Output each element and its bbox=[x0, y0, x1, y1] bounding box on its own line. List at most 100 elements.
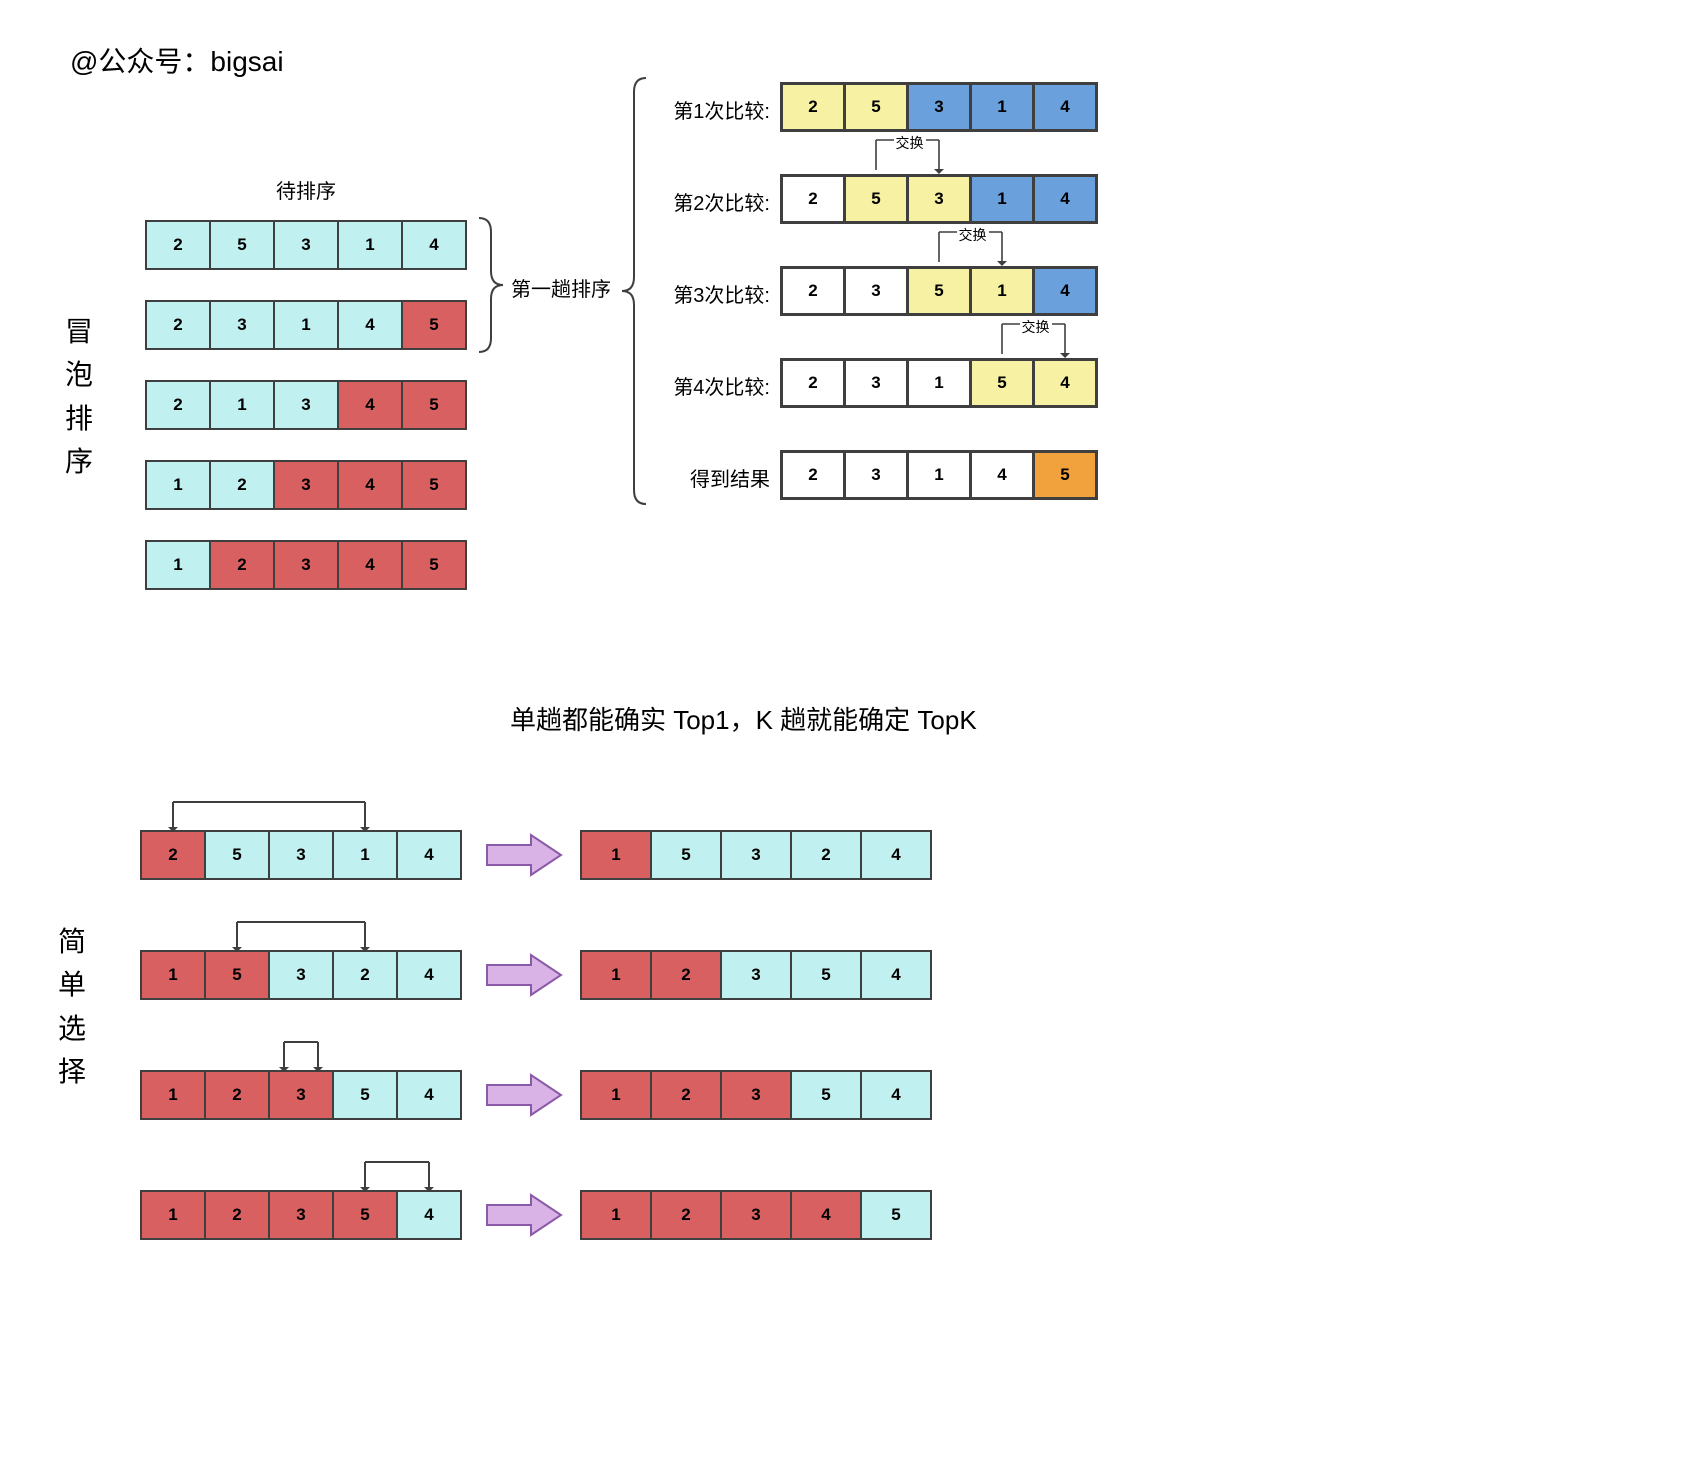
array-cell: 3 bbox=[720, 1190, 792, 1240]
array-cell: 5 bbox=[401, 380, 467, 430]
attribution: @公众号：bigsai bbox=[70, 40, 284, 80]
compare-label: 第3次比较: bbox=[660, 279, 770, 308]
array-cell: 2 bbox=[204, 1190, 270, 1240]
array-cell: 2 bbox=[780, 174, 846, 224]
array-cell: 3 bbox=[273, 460, 339, 510]
bubble-row: 12345 bbox=[145, 540, 467, 590]
select-swap-bracket bbox=[274, 1038, 328, 1074]
array-cell: 3 bbox=[720, 1070, 792, 1120]
step-arrow-icon bbox=[485, 833, 565, 877]
array-cell: 3 bbox=[268, 1190, 334, 1240]
array-cell: 5 bbox=[332, 1190, 398, 1240]
array-cell: 3 bbox=[268, 830, 334, 880]
array-cell: 2 bbox=[209, 460, 275, 510]
select-left-row: 12354 bbox=[140, 1070, 462, 1120]
select-left-row: 25314 bbox=[140, 830, 462, 880]
select-right-row: 12354 bbox=[580, 950, 932, 1000]
array-cell: 1 bbox=[273, 300, 339, 350]
array-cell: 5 bbox=[843, 174, 909, 224]
array-cell: 5 bbox=[906, 266, 972, 316]
array-cell: 2 bbox=[204, 1070, 270, 1120]
array-cell: 2 bbox=[780, 450, 846, 500]
compare-label: 第2次比较: bbox=[660, 187, 770, 216]
bubble-sort-title: 冒泡排序 bbox=[65, 310, 93, 484]
array-cell: 5 bbox=[401, 300, 467, 350]
array-cell: 1 bbox=[145, 540, 211, 590]
bubble-row: 21345 bbox=[145, 380, 467, 430]
array-cell: 4 bbox=[337, 380, 403, 430]
array-cell: 3 bbox=[843, 450, 909, 500]
array-cell: 4 bbox=[396, 830, 462, 880]
array-cell: 4 bbox=[969, 450, 1035, 500]
array-cell: 4 bbox=[860, 830, 932, 880]
array-cell: 5 bbox=[209, 220, 275, 270]
array-cell: 5 bbox=[860, 1190, 932, 1240]
array-cell: 1 bbox=[337, 220, 403, 270]
array-cell: 3 bbox=[843, 266, 909, 316]
array-cell: 4 bbox=[1032, 266, 1098, 316]
array-cell: 4 bbox=[337, 460, 403, 510]
compare-label: 得到结果 bbox=[660, 463, 770, 492]
array-cell: 1 bbox=[969, 266, 1035, 316]
array-cell: 1 bbox=[332, 830, 398, 880]
array-cell: 1 bbox=[140, 1070, 206, 1120]
select-right-row: 12354 bbox=[580, 1070, 932, 1120]
array-cell: 4 bbox=[860, 1070, 932, 1120]
array-cell: 5 bbox=[204, 950, 270, 1000]
array-cell: 3 bbox=[720, 950, 792, 1000]
bubble-row: 25314 bbox=[145, 220, 467, 270]
step-arrow-icon bbox=[485, 953, 565, 997]
array-cell: 2 bbox=[650, 1070, 722, 1120]
array-cell: 4 bbox=[1032, 358, 1098, 408]
array-cell: 1 bbox=[906, 450, 972, 500]
bubble-row: 12345 bbox=[145, 460, 467, 510]
array-cell: 2 bbox=[140, 830, 206, 880]
array-cell: 1 bbox=[145, 460, 211, 510]
array-cell: 3 bbox=[273, 540, 339, 590]
array-cell: 2 bbox=[780, 358, 846, 408]
middle-caption: 单趟都能确实 Top1，K 趟就能确定 TopK bbox=[510, 700, 977, 737]
compare-row: 25314 bbox=[780, 174, 1098, 224]
array-cell: 5 bbox=[790, 1070, 862, 1120]
array-cell: 3 bbox=[906, 174, 972, 224]
array-cell: 3 bbox=[906, 82, 972, 132]
array-cell: 3 bbox=[273, 380, 339, 430]
array-cell: 5 bbox=[843, 82, 909, 132]
array-cell: 1 bbox=[209, 380, 275, 430]
array-cell: 3 bbox=[268, 950, 334, 1000]
select-right-row: 15324 bbox=[580, 830, 932, 880]
array-cell: 4 bbox=[401, 220, 467, 270]
array-cell: 4 bbox=[790, 1190, 862, 1240]
array-cell: 3 bbox=[720, 830, 792, 880]
array-cell: 5 bbox=[650, 830, 722, 880]
array-cell: 5 bbox=[401, 540, 467, 590]
array-cell: 4 bbox=[337, 300, 403, 350]
array-cell: 1 bbox=[580, 950, 652, 1000]
array-cell: 4 bbox=[1032, 174, 1098, 224]
array-cell: 4 bbox=[1032, 82, 1098, 132]
select-sort-title: 简单选择 bbox=[58, 920, 86, 1094]
compare-label: 第1次比较: bbox=[660, 95, 770, 124]
array-cell: 1 bbox=[969, 82, 1035, 132]
array-cell: 5 bbox=[204, 830, 270, 880]
array-cell: 1 bbox=[969, 174, 1035, 224]
array-cell: 1 bbox=[580, 1190, 652, 1240]
select-right-row: 12345 bbox=[580, 1190, 932, 1240]
array-cell: 1 bbox=[906, 358, 972, 408]
array-cell: 2 bbox=[650, 950, 722, 1000]
array-cell: 5 bbox=[401, 460, 467, 510]
compare-brace bbox=[620, 73, 650, 509]
compare-row: 25314 bbox=[780, 82, 1098, 132]
select-left-row: 15324 bbox=[140, 950, 462, 1000]
array-cell: 3 bbox=[273, 220, 339, 270]
array-cell: 2 bbox=[790, 830, 862, 880]
array-cell: 2 bbox=[209, 540, 275, 590]
compare-row: 23514 bbox=[780, 266, 1098, 316]
array-cell: 3 bbox=[843, 358, 909, 408]
array-cell: 5 bbox=[969, 358, 1035, 408]
array-cell: 2 bbox=[145, 220, 211, 270]
compare-label: 第4次比较: bbox=[660, 371, 770, 400]
array-cell: 3 bbox=[268, 1070, 334, 1120]
array-cell: 2 bbox=[145, 300, 211, 350]
select-swap-bracket bbox=[355, 1158, 439, 1194]
